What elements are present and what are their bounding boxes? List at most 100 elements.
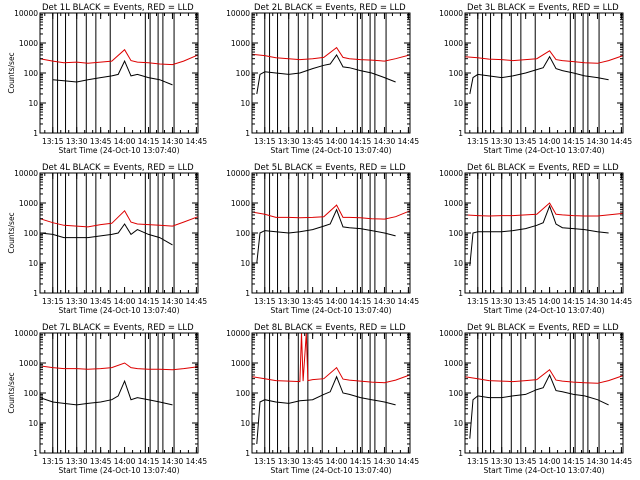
x-tick-label: 13:15 bbox=[467, 457, 489, 466]
x-tick-label: 14:00 bbox=[326, 137, 348, 146]
y-tick-label: 100 bbox=[24, 229, 39, 238]
chart-panel-7: Det 7L BLACK = Events, RED = LLD 1 10 100 10… bbox=[7, 323, 207, 475]
chart-title: Det 6L BLACK = Events, RED = LLD bbox=[467, 163, 619, 173]
x-axis-label: Start Time (24-Oct-10 13:07:40) bbox=[58, 466, 179, 475]
x-tick-label: 13:30 bbox=[66, 297, 88, 306]
x-tick-label: 13:30 bbox=[491, 137, 513, 146]
y-tick-label: 1 bbox=[33, 289, 38, 298]
x-tick-label: 14:15 bbox=[350, 137, 372, 146]
y-tick-label: 100 bbox=[449, 229, 464, 238]
events-series-line bbox=[52, 59, 173, 86]
lld-series-line bbox=[251, 46, 411, 62]
y-tick-label: 1 bbox=[33, 129, 38, 138]
x-tick-label: 14:45 bbox=[611, 137, 633, 146]
x-tick-label: 13:30 bbox=[491, 297, 513, 306]
chart-panel-9: Det 9L BLACK = Events, RED = LLD 1 10 100 10… bbox=[439, 323, 632, 475]
y-tick-label: 1000 bbox=[231, 359, 250, 368]
lld-series-line bbox=[464, 202, 624, 217]
y-tick-label: 1 bbox=[245, 449, 250, 458]
x-tick-label: 14:15 bbox=[563, 137, 585, 146]
x-tick-label: 14:15 bbox=[138, 457, 160, 466]
x-tick-label: 13:45 bbox=[302, 297, 324, 306]
x-tick-label: 13:15 bbox=[42, 297, 64, 306]
x-tick-label: 14:45 bbox=[186, 137, 208, 146]
y-tick-label: 1 bbox=[458, 449, 463, 458]
y-tick-label: 10 bbox=[453, 259, 463, 268]
lld-series-line bbox=[251, 204, 411, 220]
lld-series-line bbox=[39, 209, 199, 228]
y-tick-label: 100 bbox=[24, 389, 39, 398]
x-tick-label: 14:30 bbox=[162, 297, 184, 306]
chart-title: Det 7L BLACK = Events, RED = LLD bbox=[42, 323, 194, 333]
events-series-line bbox=[469, 55, 609, 95]
x-tick-label: 14:30 bbox=[587, 137, 609, 146]
y-tick-label: 1000 bbox=[231, 39, 250, 48]
lld-series-line bbox=[39, 48, 199, 66]
chart-panel-6: Det 6L BLACK = Events, RED = LLD 1 10 100 10… bbox=[439, 163, 632, 315]
y-tick-label: 1000 bbox=[19, 199, 38, 208]
y-tick-label: 100 bbox=[236, 229, 251, 238]
y-tick-label: 100 bbox=[24, 69, 39, 78]
chart-panel-3: Det 3L BLACK = Events, RED = LLD 1 10 100 10… bbox=[439, 3, 632, 155]
x-tick-label: 14:15 bbox=[138, 137, 160, 146]
x-tick-label: 13:30 bbox=[491, 457, 513, 466]
x-tick-label: 13:30 bbox=[278, 297, 300, 306]
x-tick-label: 13:15 bbox=[254, 297, 276, 306]
x-tick-label: 14:15 bbox=[563, 297, 585, 306]
x-tick-label: 14:15 bbox=[138, 297, 160, 306]
x-tick-label: 13:45 bbox=[302, 457, 324, 466]
x-tick-label: 13:15 bbox=[42, 137, 64, 146]
y-tick-label: 10000 bbox=[226, 329, 250, 338]
x-tick-label: 14:45 bbox=[611, 457, 633, 466]
x-tick-label: 13:30 bbox=[278, 457, 300, 466]
chart-title: Det 1L BLACK = Events, RED = LLD bbox=[42, 3, 194, 13]
y-tick-label: 10000 bbox=[14, 169, 38, 178]
y-tick-label: 1000 bbox=[444, 39, 463, 48]
lld-series-line bbox=[464, 368, 624, 384]
x-tick-label: 14:30 bbox=[587, 297, 609, 306]
x-tick-label: 14:00 bbox=[326, 297, 348, 306]
x-tick-label: 14:00 bbox=[114, 137, 136, 146]
x-tick-label: 13:45 bbox=[90, 297, 112, 306]
x-tick-label: 13:45 bbox=[515, 137, 537, 146]
x-tick-label: 13:30 bbox=[66, 137, 88, 146]
y-tick-label: 10 bbox=[240, 419, 250, 428]
chart-title: Det 5L BLACK = Events, RED = LLD bbox=[254, 163, 406, 173]
y-tick-label: 1 bbox=[458, 289, 463, 298]
x-axis-label: Start Time (24-Oct-10 13:07:40) bbox=[270, 466, 391, 475]
y-tick-label: 100 bbox=[236, 69, 251, 78]
y-tick-label: 100 bbox=[449, 69, 464, 78]
y-tick-label: 10 bbox=[28, 99, 38, 108]
x-tick-label: 14:15 bbox=[350, 457, 372, 466]
y-tick-label: 1 bbox=[245, 129, 250, 138]
lld-series-line bbox=[251, 332, 411, 384]
x-axis-label: Start Time (24-Oct-10 13:07:40) bbox=[483, 146, 604, 155]
x-tick-label: 14:30 bbox=[374, 137, 396, 146]
chart-panel-8: Det 8L BLACK = Events, RED = LLD 1 10 100 10… bbox=[226, 323, 419, 475]
x-tick-label: 13:15 bbox=[467, 297, 489, 306]
x-tick-label: 14:30 bbox=[374, 297, 396, 306]
y-tick-label: 1000 bbox=[231, 199, 250, 208]
y-tick-label: 1000 bbox=[444, 359, 463, 368]
y-axis-label: Counts/sec bbox=[7, 372, 16, 413]
chart-panel-5: Det 5L BLACK = Events, RED = LLD 1 10 100 10… bbox=[226, 163, 419, 315]
x-tick-label: 13:15 bbox=[254, 137, 276, 146]
x-tick-label: 14:00 bbox=[539, 137, 561, 146]
y-tick-label: 10 bbox=[453, 419, 463, 428]
x-tick-label: 13:30 bbox=[66, 457, 88, 466]
x-axis-label: Start Time (24-Oct-10 13:07:40) bbox=[58, 306, 179, 315]
events-series-line bbox=[39, 379, 173, 406]
x-axis-label: Start Time (24-Oct-10 13:07:40) bbox=[270, 146, 391, 155]
chart-title: Det 4L BLACK = Events, RED = LLD bbox=[42, 163, 194, 173]
x-tick-label: 14:45 bbox=[186, 297, 208, 306]
x-tick-label: 14:45 bbox=[398, 297, 420, 306]
lld-series-line bbox=[39, 362, 199, 371]
x-tick-label: 13:15 bbox=[42, 457, 64, 466]
x-tick-label: 13:45 bbox=[90, 137, 112, 146]
y-tick-label: 10000 bbox=[439, 9, 463, 18]
y-tick-label: 10000 bbox=[226, 169, 250, 178]
x-tick-label: 14:00 bbox=[539, 297, 561, 306]
y-axis-label: Counts/sec bbox=[7, 212, 16, 253]
x-tick-label: 13:45 bbox=[90, 457, 112, 466]
